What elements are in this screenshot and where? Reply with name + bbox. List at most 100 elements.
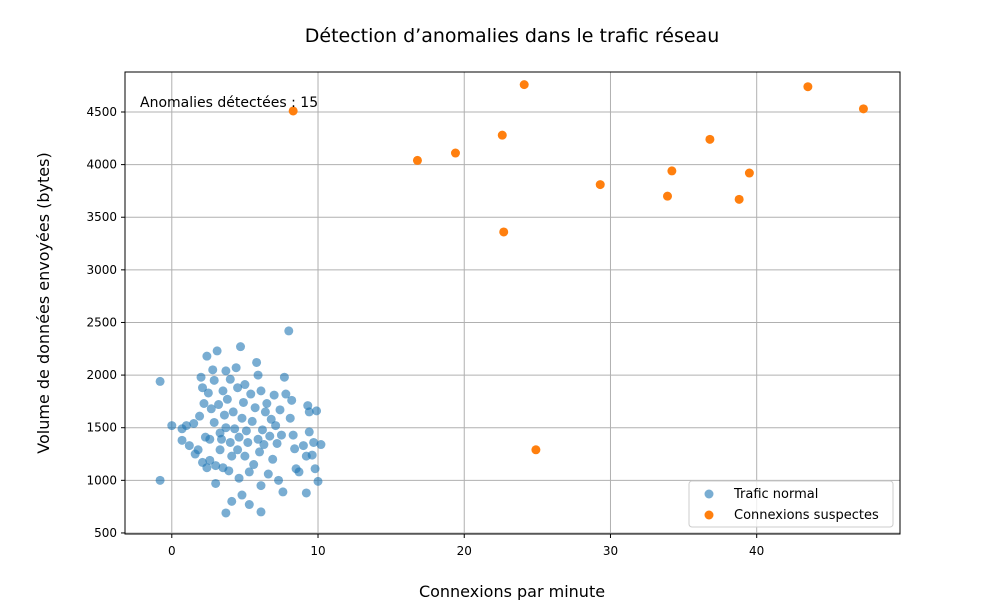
- normal-traffic-point: [198, 383, 207, 393]
- normal-traffic-point: [202, 463, 212, 473]
- normal-traffic-point: [255, 447, 265, 457]
- normal-traffic-point: [230, 424, 240, 434]
- series-normal-points: [155, 326, 326, 518]
- normal-traffic-point: [274, 475, 284, 485]
- y-tick-label: 4000: [86, 158, 117, 172]
- normal-traffic-point: [177, 435, 187, 445]
- x-tick-label: 40: [749, 544, 764, 558]
- normal-traffic-point: [209, 375, 219, 385]
- normal-traffic-point: [257, 425, 267, 435]
- y-tick-label: 1000: [86, 473, 117, 487]
- normal-traffic-point: [263, 469, 273, 479]
- normal-traffic-point: [246, 389, 256, 399]
- legend-box: [688, 480, 894, 528]
- normal-traffic-point: [221, 423, 231, 433]
- normal-traffic-point: [272, 438, 282, 448]
- normal-traffic-point: [285, 413, 295, 423]
- normal-traffic-point: [240, 380, 250, 390]
- normal-traffic-point: [233, 445, 243, 455]
- suspect-connection-point: [803, 82, 813, 92]
- normal-traffic-point: [309, 437, 319, 447]
- y-tick-label: 3000: [86, 263, 117, 277]
- suspect-connection-point: [595, 180, 605, 190]
- normal-traffic-point: [275, 405, 285, 415]
- normal-traffic-point: [281, 389, 291, 399]
- normal-traffic-point: [240, 451, 250, 461]
- normal-traffic-point: [259, 440, 269, 450]
- normal-traffic-point: [250, 403, 260, 413]
- normal-traffic-point: [278, 487, 288, 497]
- normal-traffic-point: [271, 421, 281, 431]
- normal-traffic-point: [298, 441, 308, 451]
- y-axis-ticks: 500 1000 1500 2000 2500 3000 3500 4000 4500: [86, 105, 125, 540]
- normal-traffic-point: [167, 421, 177, 431]
- normal-traffic-point: [265, 431, 275, 441]
- x-tick-label: 0: [168, 544, 176, 558]
- suspect-connection-point: [667, 166, 677, 176]
- normal-traffic-point: [155, 475, 165, 485]
- normal-traffic-point: [234, 432, 244, 442]
- normal-traffic-point: [227, 451, 237, 461]
- normal-traffic-point: [241, 426, 251, 436]
- grid-lines: [125, 72, 900, 534]
- normal-traffic-point: [189, 418, 199, 428]
- normal-traffic-point: [205, 434, 215, 444]
- x-tick-label: 10: [310, 544, 325, 558]
- normal-traffic-point: [260, 407, 270, 417]
- normal-traffic-point: [253, 434, 263, 444]
- normal-traffic-point: [249, 460, 259, 470]
- normal-traffic-point: [253, 370, 263, 380]
- normal-traffic-point: [301, 488, 311, 498]
- normal-traffic-point: [222, 394, 232, 404]
- suspect-connection-point: [497, 130, 507, 140]
- normal-traffic-point: [221, 366, 231, 376]
- normal-traffic-point: [221, 508, 231, 518]
- y-tick-label: 3500: [86, 210, 117, 224]
- normal-traffic-point: [237, 413, 247, 423]
- normal-traffic-point: [294, 467, 304, 477]
- normal-traffic-point: [236, 342, 246, 352]
- y-tick-label: 4500: [86, 105, 117, 119]
- suspect-connection-point: [519, 80, 529, 90]
- suspect-connection-point: [288, 106, 298, 116]
- x-axis-label: Connexions par minute: [419, 582, 605, 600]
- normal-traffic-point: [316, 440, 326, 450]
- normal-traffic-point: [243, 437, 253, 447]
- normal-traffic-point: [225, 437, 235, 447]
- normal-traffic-point: [196, 372, 206, 382]
- normal-traffic-point: [212, 346, 222, 356]
- normal-traffic-point: [234, 473, 244, 483]
- y-tick-label: 2500: [86, 315, 117, 329]
- suspect-connection-point: [663, 191, 672, 201]
- y-tick-label: 1500: [86, 421, 117, 435]
- normal-traffic-point: [219, 410, 229, 420]
- normal-traffic-point: [238, 397, 248, 407]
- normal-traffic-point: [225, 374, 235, 384]
- legend-label-normal: Trafic normal: [733, 487, 818, 502]
- x-tick-label: 20: [457, 544, 472, 558]
- normal-traffic-point: [184, 441, 194, 451]
- normal-traffic-point: [288, 430, 298, 440]
- normal-traffic-point: [284, 326, 294, 336]
- normal-traffic-point: [217, 434, 227, 444]
- normal-traffic-point: [287, 395, 297, 405]
- normal-traffic-point: [304, 407, 314, 417]
- suspect-connection-point: [705, 134, 715, 144]
- normal-traffic-point: [268, 454, 278, 464]
- normal-traffic-point: [231, 363, 241, 373]
- suspect-connection-point: [450, 148, 460, 158]
- normal-traffic-point: [256, 386, 266, 396]
- suspect-connection-point: [734, 194, 744, 204]
- normal-traffic-point: [256, 481, 266, 491]
- normal-traffic-point: [269, 390, 279, 400]
- normal-traffic-point: [195, 411, 205, 421]
- legend-marker-suspect: [704, 510, 714, 520]
- normal-traffic-point: [266, 414, 276, 424]
- normal-traffic-point: [209, 417, 219, 427]
- x-tick-label: 30: [603, 544, 618, 558]
- normal-traffic-point: [276, 430, 286, 440]
- normal-traffic-point: [206, 404, 216, 414]
- plot-area-frame: [124, 71, 901, 535]
- normal-traffic-point: [224, 466, 234, 476]
- normal-traffic-point: [307, 450, 317, 460]
